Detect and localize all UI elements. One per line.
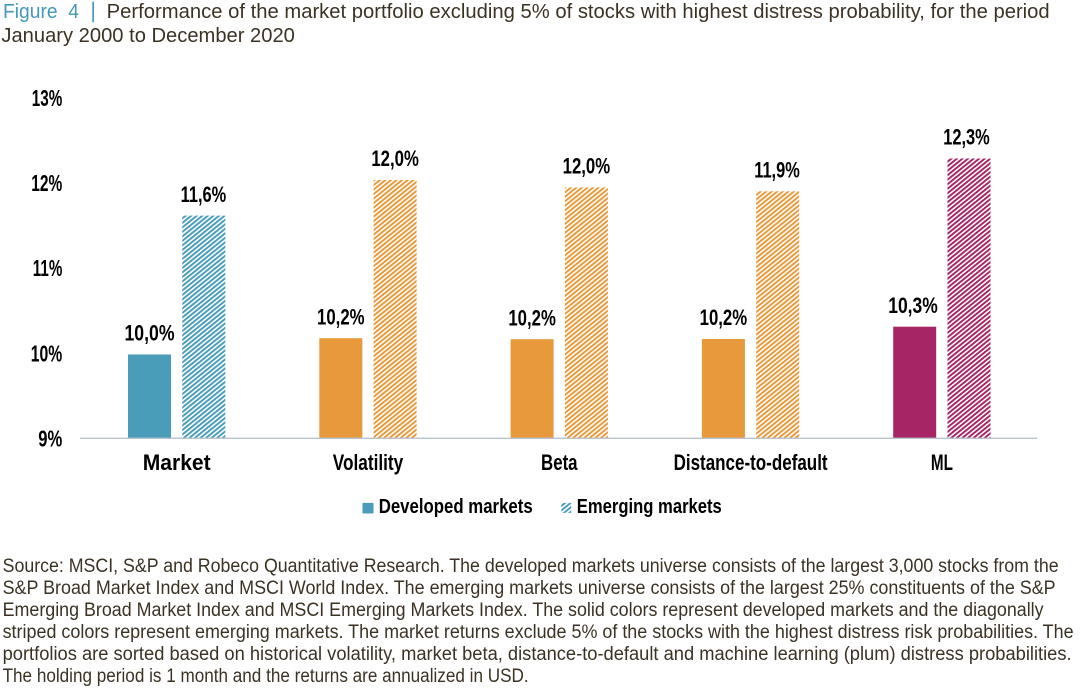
svg-text:10,2%: 10,2% bbox=[508, 305, 556, 330]
svg-text:12%: 12% bbox=[31, 170, 62, 196]
svg-text:10%: 10% bbox=[31, 340, 63, 366]
svg-text:11,9%: 11,9% bbox=[754, 158, 800, 183]
svg-text:striped colors represent emerg: striped colors represent emerging market… bbox=[3, 622, 1074, 643]
svg-text:January 2000 to December 2020: January 2000 to December 2020 bbox=[1, 25, 295, 47]
svg-text:12,3%: 12,3% bbox=[943, 125, 990, 150]
svg-text:portfolios are sorted based on: portfolios are sorted based on historica… bbox=[3, 644, 1072, 665]
svg-text:10,0%: 10,0% bbox=[125, 321, 175, 346]
svg-text:Beta: Beta bbox=[541, 450, 578, 475]
svg-text:12,0%: 12,0% bbox=[563, 154, 611, 179]
svg-text:13%: 13% bbox=[32, 85, 63, 111]
svg-text:S&P Broad Market Index and MSC: S&P Broad Market Index and MSCI World In… bbox=[3, 578, 1056, 599]
svg-text:ML: ML bbox=[931, 450, 953, 475]
svg-text:Performance of the market port: Performance of the market portfolio excl… bbox=[107, 1, 1050, 23]
svg-text:Market: Market bbox=[143, 450, 212, 475]
svg-text:9%: 9% bbox=[38, 426, 62, 452]
svg-text:Distance-to-default: Distance-to-default bbox=[674, 450, 829, 475]
svg-text:10,3%: 10,3% bbox=[888, 293, 938, 318]
svg-text:Emerging markets: Emerging markets bbox=[577, 496, 722, 518]
svg-text:12,0%: 12,0% bbox=[371, 146, 419, 171]
svg-text:10,2%: 10,2% bbox=[700, 305, 748, 330]
svg-text:11%: 11% bbox=[33, 255, 63, 281]
svg-text:Volatility: Volatility bbox=[333, 450, 404, 475]
svg-text:11,6%: 11,6% bbox=[181, 182, 227, 207]
svg-text:The holding period is 1 month: The holding period is 1 month and the re… bbox=[3, 666, 529, 687]
svg-text:Developed markets: Developed markets bbox=[379, 496, 533, 518]
svg-text:Emerging Broad Market Index an: Emerging Broad Market Index and MSCI Eme… bbox=[3, 600, 1044, 621]
svg-text:Source: MSCI, S&P and Robeco Q: Source: MSCI, S&P and Robeco Quantitativ… bbox=[3, 556, 1059, 577]
svg-text:Figure 4: Figure 4 bbox=[3, 1, 79, 23]
svg-text:10,2%: 10,2% bbox=[317, 304, 365, 329]
